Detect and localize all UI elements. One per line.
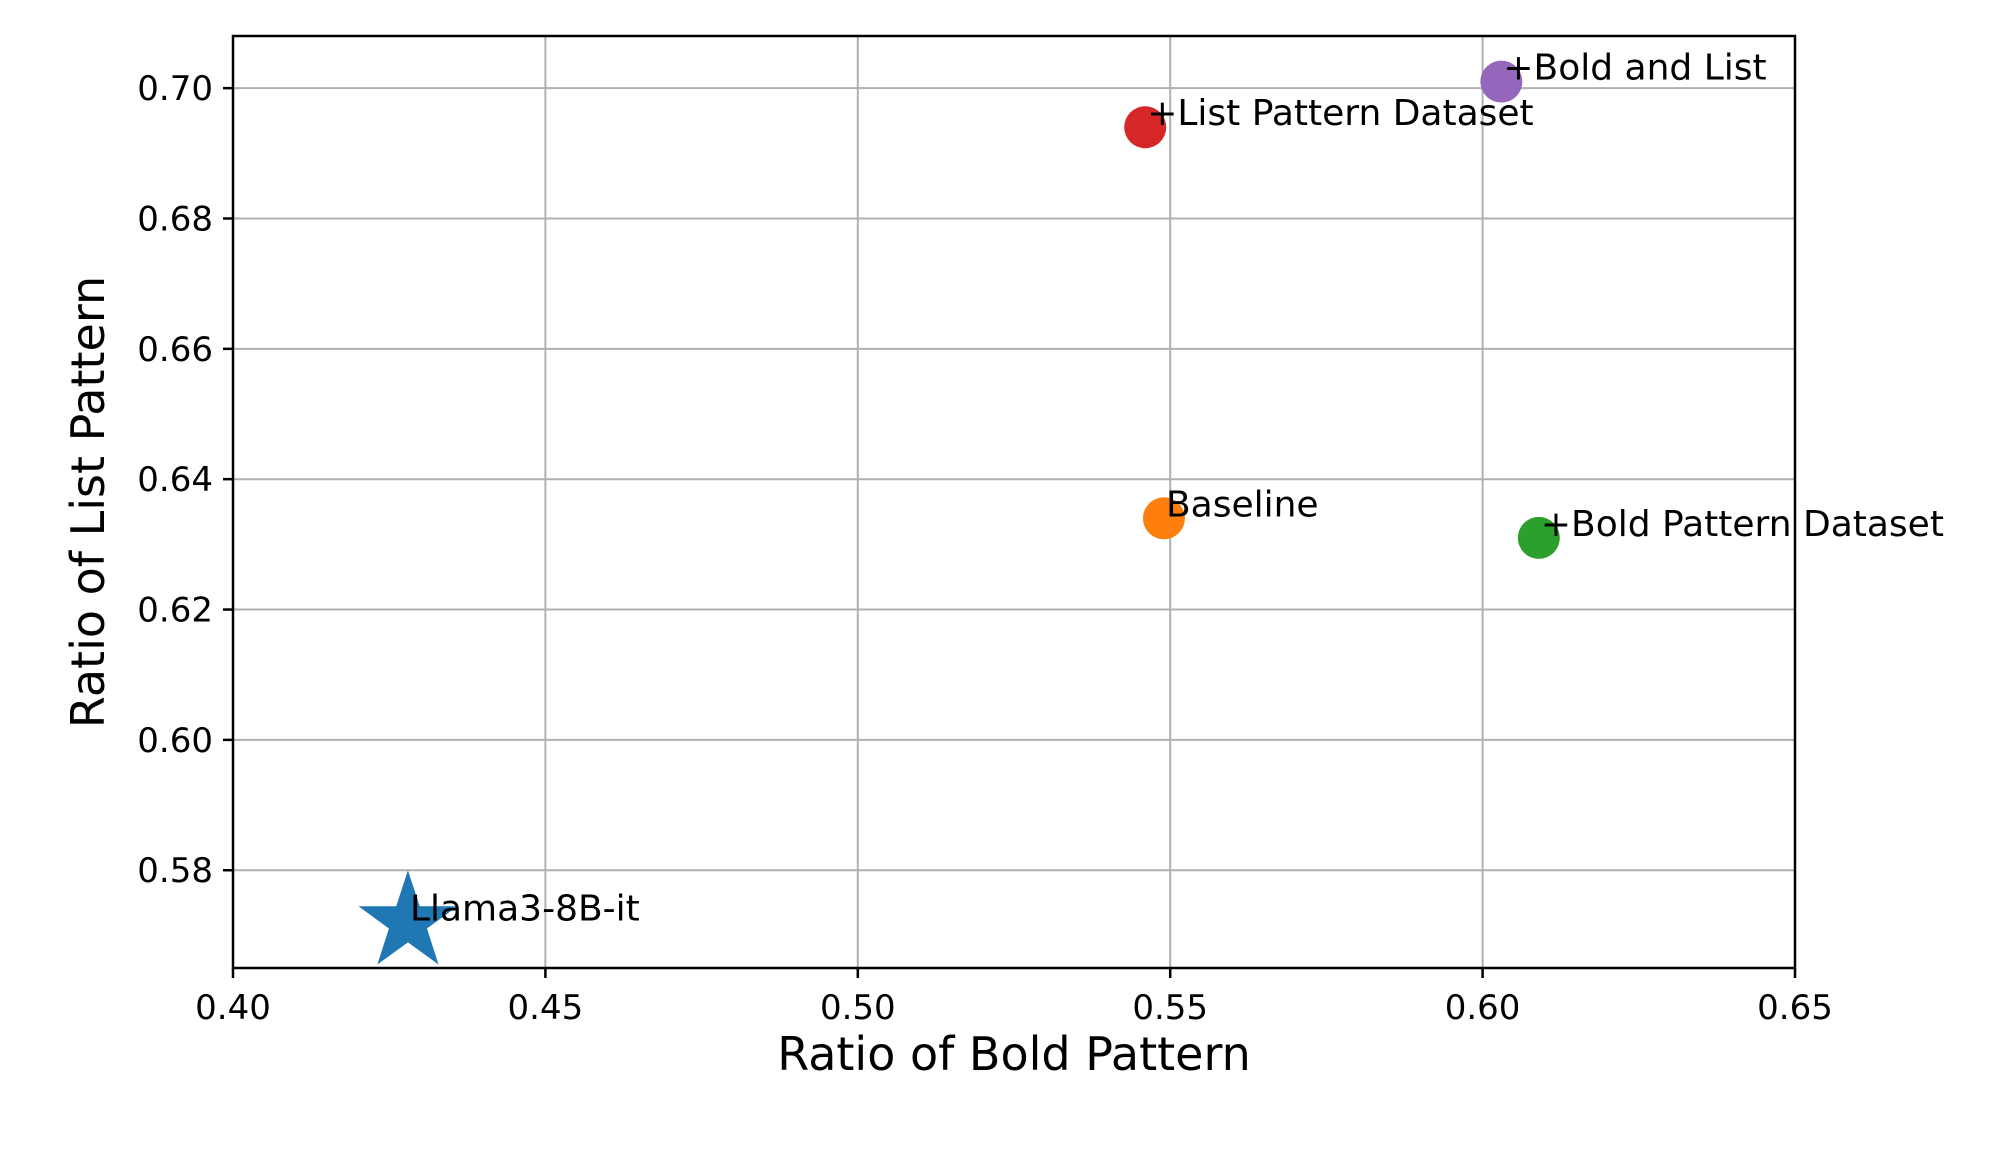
- point-label: +List Pattern Dataset: [1147, 93, 1533, 134]
- y-tick-label: 0.60: [137, 721, 213, 761]
- data-point: [1480, 60, 1523, 103]
- data-point: [1142, 497, 1185, 540]
- plot-frame: [231, 34, 1797, 970]
- axis-ticks: 0.40 0.45 0.50 0.55 0.60 0.65 0.58 0.60 0.62 0.64…: [137, 69, 1833, 1028]
- point-label: Llama3-8B-it: [410, 888, 640, 929]
- data-point: [1124, 106, 1167, 149]
- y-tick-label: 0.66: [137, 330, 213, 370]
- y-axis-title: Ratio of List Pattern: [61, 276, 115, 728]
- y-tick-label: 0.62: [137, 591, 213, 631]
- point-labels: Llama3-8B-it Baseline +Bold Pattern Datase…: [410, 48, 1944, 930]
- data-points: [358, 60, 1560, 965]
- x-tick-label: 0.60: [1445, 988, 1521, 1028]
- x-tick-label: 0.40: [195, 988, 271, 1028]
- x-axis-title: Ratio of Bold Pattern: [777, 1027, 1250, 1081]
- x-tick-label: 0.50: [820, 988, 896, 1028]
- y-tick-label: 0.64: [137, 460, 213, 500]
- x-tick-label: 0.45: [508, 988, 584, 1028]
- data-point: [1517, 516, 1560, 559]
- data-point-star: [358, 870, 458, 965]
- y-tick-label: 0.70: [137, 69, 213, 109]
- point-label: +Bold Pattern Dataset: [1541, 504, 1944, 545]
- y-tick-label: 0.68: [137, 199, 213, 239]
- x-tick-label: 0.55: [1132, 988, 1208, 1028]
- x-tick-label: 0.65: [1757, 988, 1833, 1028]
- grid: [232, 36, 1796, 968]
- y-tick-label: 0.58: [137, 851, 213, 891]
- point-label: +Bold and List: [1503, 48, 1766, 89]
- point-label: Baseline: [1166, 484, 1319, 525]
